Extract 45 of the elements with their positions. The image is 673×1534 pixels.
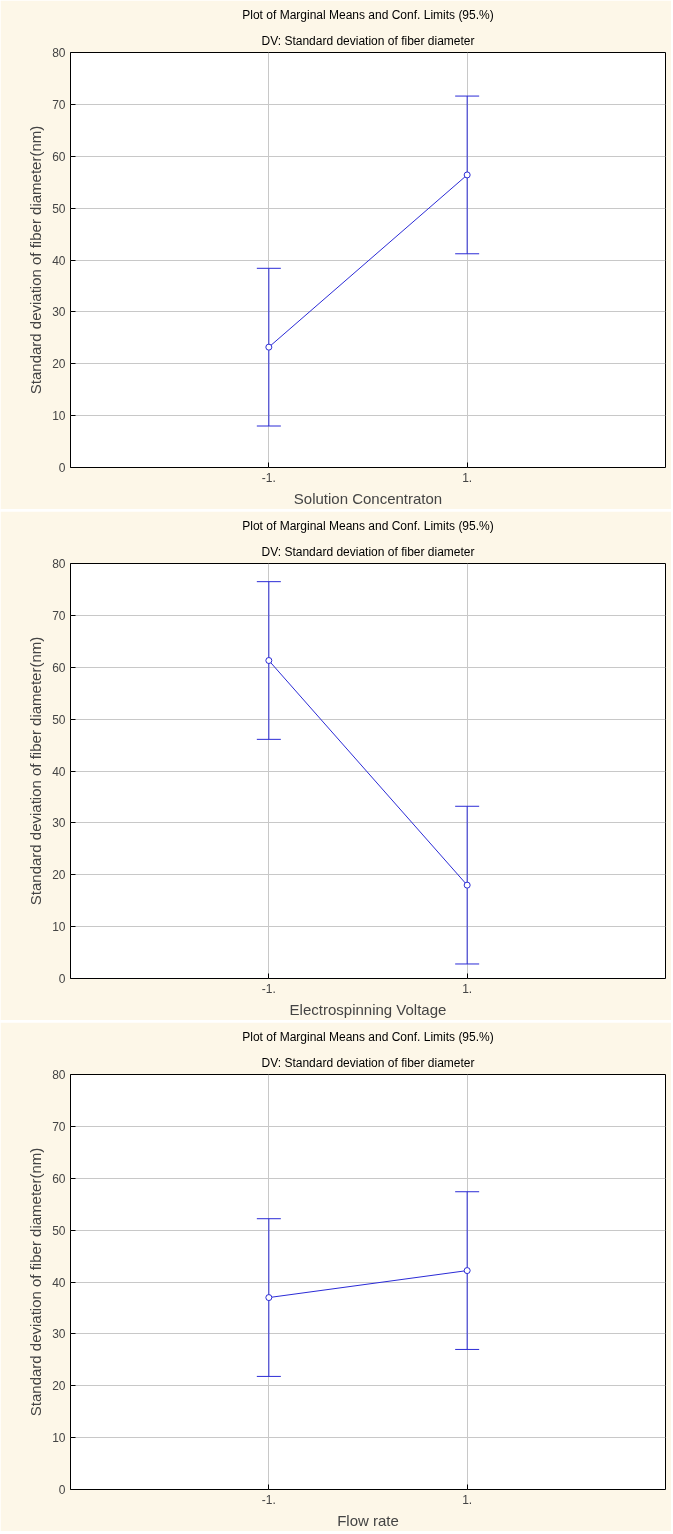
x-tick-label: 1. <box>462 981 473 996</box>
y-tick-label: 40 <box>52 764 66 779</box>
y-axis-title: Standard deviation of fiber diameter(nm) <box>27 125 45 395</box>
y-tick-label: 50 <box>52 1223 66 1238</box>
y-tick-label: 50 <box>52 201 66 216</box>
chart-title: Plot of Marginal Means and Conf. Limits (95.%) <box>242 518 494 533</box>
y-tick-label: 20 <box>52 868 66 883</box>
y-tick-label: 30 <box>52 1327 66 1342</box>
x-axis-title: Solution Concentraton <box>293 489 443 507</box>
chart-subtitle: DV: Standard deviation of fiber diameter <box>261 544 475 559</box>
y-tick-label: 10 <box>52 1431 66 1446</box>
y-tick-label: 0 <box>58 461 66 475</box>
y-tick-label: 60 <box>52 660 66 675</box>
y-tick-label: 60 <box>52 1171 66 1186</box>
chart-subtitle: DV: Standard deviation of fiber diameter <box>261 1055 475 1070</box>
y-tick-label: 40 <box>52 253 66 268</box>
y-tick-label: 80 <box>52 46 66 60</box>
y-tick-label: 20 <box>52 1379 66 1394</box>
y-tick-label: 0 <box>58 1483 66 1497</box>
y-tick-label: 30 <box>52 305 66 320</box>
x-tick-label: 1. <box>462 470 473 485</box>
chart-subtitle: DV: Standard deviation of fiber diameter <box>261 33 475 48</box>
y-tick-label: 10 <box>52 920 66 935</box>
chart-title: Plot of Marginal Means and Conf. Limits (95.%) <box>242 7 494 22</box>
y-tick-label: 70 <box>52 1119 66 1134</box>
y-tick-label: 80 <box>52 557 66 571</box>
y-axis-title: Standard deviation of fiber diameter(nm) <box>27 1147 45 1417</box>
y-tick-label: 30 <box>52 816 66 831</box>
y-tick-label: 80 <box>52 1068 66 1082</box>
y-tick-label: 70 <box>52 97 66 112</box>
x-tick-label: 1. <box>462 1492 473 1507</box>
y-axis-title: Standard deviation of fiber diameter(nm) <box>27 636 45 906</box>
y-tick-label: 10 <box>52 409 66 424</box>
x-tick-label: -1. <box>261 1492 276 1507</box>
chart-title: Plot of Marginal Means and Conf. Limits (95.%) <box>242 1029 494 1044</box>
x-tick-label: -1. <box>261 470 276 485</box>
y-tick-label: 0 <box>58 972 66 986</box>
x-axis-title: Electrospinning Voltage <box>289 1000 447 1018</box>
x-tick-label: -1. <box>261 981 276 996</box>
y-tick-label: 20 <box>52 357 66 372</box>
y-tick-label: 50 <box>52 712 66 727</box>
y-tick-label: 70 <box>52 608 66 623</box>
x-axis-title: Flow rate <box>337 1511 399 1529</box>
y-tick-label: 60 <box>52 149 66 164</box>
y-tick-label: 40 <box>52 1275 66 1290</box>
